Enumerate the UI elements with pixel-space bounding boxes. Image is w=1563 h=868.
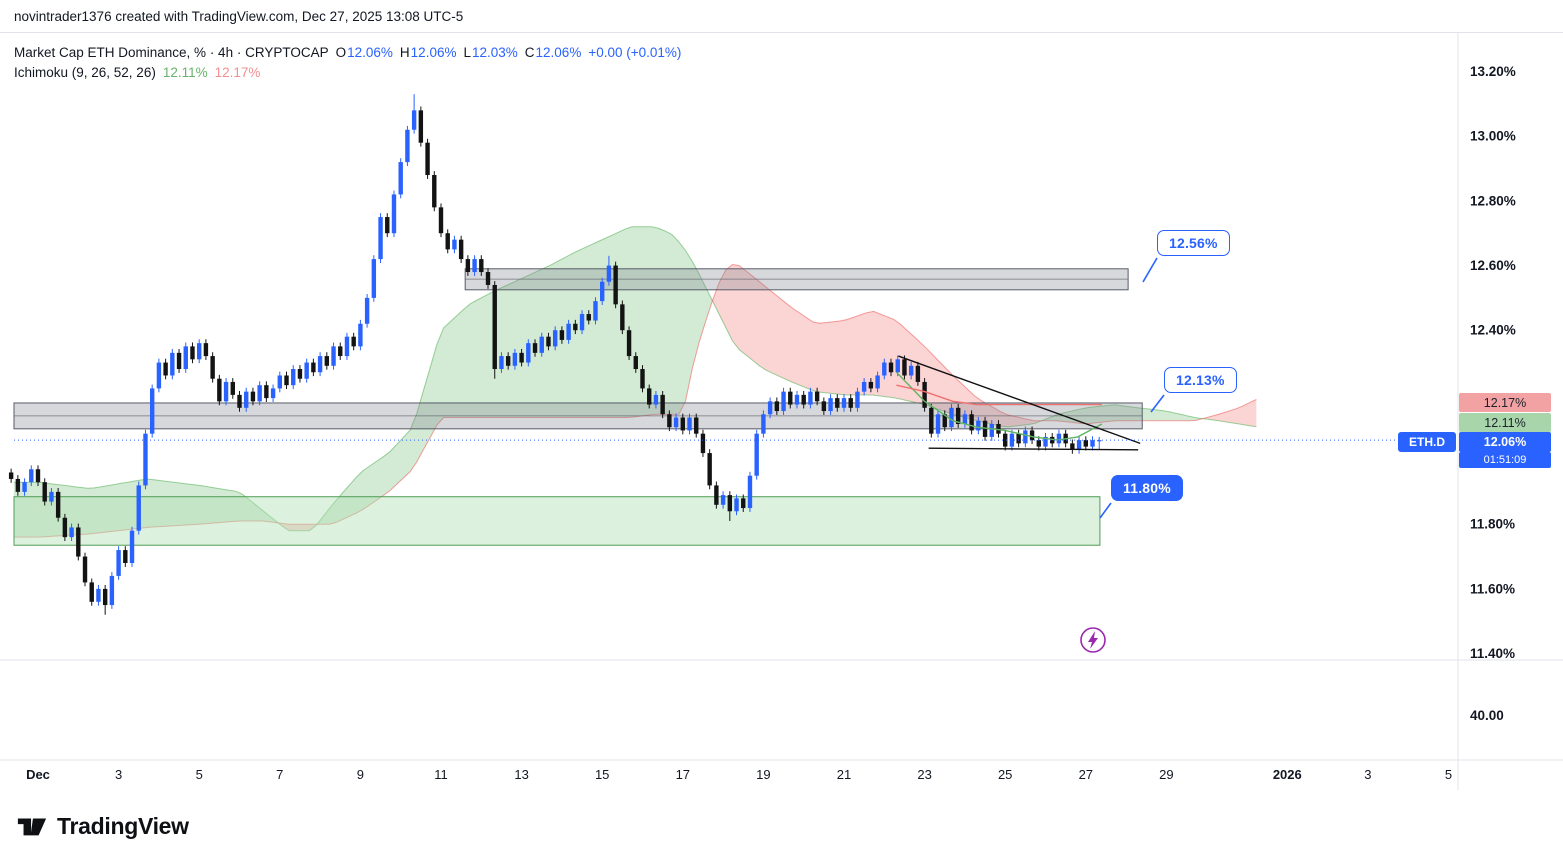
open-letter: O (335, 44, 347, 60)
svg-text:11.40%: 11.40% (1470, 646, 1515, 661)
kijun-legend-value: 12.17% (214, 64, 261, 80)
svg-text:5: 5 (1445, 767, 1452, 782)
svg-text:29: 29 (1159, 767, 1173, 782)
svg-text:12.60%: 12.60% (1470, 258, 1516, 273)
tradingview-logo[interactable]: TradingView (16, 810, 189, 842)
tenkan-legend-value: 12.11% (162, 64, 208, 80)
svg-text:13: 13 (514, 767, 528, 782)
price-change: +0.00 (+0.01%) (588, 44, 682, 60)
svg-text:11.60%: 11.60% (1470, 581, 1515, 596)
last-price-axis-badge: 12.06% (1459, 432, 1551, 452)
close-letter: C (524, 44, 535, 60)
symbol-title[interactable]: Market Cap ETH Dominance, % · 4h · CRYPT… (14, 44, 329, 60)
svg-text:5: 5 (196, 767, 203, 782)
callout-tails (1099, 257, 1165, 519)
low-value: 12.03% (471, 44, 518, 60)
svg-text:17: 17 (676, 767, 690, 782)
svg-text:11.80%: 11.80% (1470, 517, 1515, 532)
ohlc-low: L 12.03% (463, 45, 517, 60)
tradingview-logo-icon (17, 818, 47, 836)
svg-text:13.00%: 13.00% (1470, 129, 1516, 144)
price-callout-1180[interactable]: 11.80% (1111, 475, 1183, 501)
ohlc-high: H 12.06% (400, 45, 457, 60)
symbol-price-flag: ETH.D (1398, 432, 1456, 452)
svg-text:25: 25 (998, 767, 1012, 782)
price-callout-1213[interactable]: 12.13% (1164, 367, 1237, 393)
time-axis-labels: Dec 3 5 7 9 11 13 15 17 19 21 23 25 27 29 2026 3 5 (26, 767, 1452, 782)
bar-countdown-badge: 01:51:09 (1459, 452, 1551, 468)
svg-text:40.00: 40.00 (1470, 708, 1504, 723)
tenkan-axis-badge: 12.11% (1459, 413, 1551, 432)
indicator-name[interactable]: Ichimoku (9, 26, 52, 26) (14, 64, 156, 80)
svg-text:3: 3 (1364, 767, 1371, 782)
time-axis[interactable] (0, 760, 1563, 792)
pane-separators (0, 33, 1563, 790)
open-value: 12.06% (347, 44, 393, 60)
trendline-1[interactable] (898, 355, 1141, 445)
svg-text:7: 7 (276, 767, 283, 782)
ohlc-close: C 12.06% (525, 45, 582, 60)
close-value: 12.06% (535, 44, 582, 60)
kijun-axis-badge: 12.17% (1459, 393, 1551, 412)
lightning-icon (1088, 631, 1098, 649)
attribution-text: novintrader1376 created with TradingView… (14, 8, 464, 24)
svg-text:21: 21 (837, 767, 851, 782)
tenkan-kijun-lines (895, 371, 1103, 441)
svg-text:12.40%: 12.40% (1470, 323, 1516, 338)
chart-legend: Market Cap ETH Dominance, % · 4h · CRYPT… (14, 42, 681, 82)
svg-text:Dec: Dec (26, 767, 50, 782)
high-letter: H (399, 44, 410, 60)
attribution-bar: novintrader1376 created with TradingView… (0, 0, 1563, 33)
trendline-drawings[interactable] (898, 355, 1141, 451)
svg-text:19: 19 (756, 767, 770, 782)
demand-zone[interactable] (13, 496, 1101, 546)
trendline-2[interactable] (928, 447, 1139, 451)
lightning-bolt-button[interactable] (1080, 627, 1106, 653)
price-axis-labels: 13.20% 13.00% 12.80% 12.60% 12.40% 11.80% 11.6… (1470, 64, 1516, 723)
svg-text:9: 9 (357, 767, 364, 782)
svg-text:3: 3 (115, 767, 122, 782)
candlestick-series (8, 94, 1102, 615)
symbol-legend-row: Market Cap ETH Dominance, % · 4h · CRYPT… (14, 42, 681, 62)
high-value: 12.06% (410, 44, 457, 60)
indicator-legend-row: Ichimoku (9, 26, 52, 26) 12.11% 12.17% (14, 62, 681, 82)
ohlc-open: O 12.06% (336, 45, 393, 60)
svg-text:27: 27 (1079, 767, 1093, 782)
svg-text:23: 23 (917, 767, 931, 782)
tradingview-wordmark: TradingView (57, 812, 189, 839)
svg-text:2026: 2026 (1273, 767, 1302, 782)
svg-text:15: 15 (595, 767, 609, 782)
svg-text:11: 11 (434, 767, 448, 782)
price-callout-1256[interactable]: 12.56% (1157, 230, 1230, 256)
svg-text:12.80%: 12.80% (1470, 193, 1516, 208)
low-letter: L (463, 44, 471, 60)
zone-drawings[interactable] (13, 268, 1143, 546)
svg-text:13.20%: 13.20% (1470, 64, 1516, 79)
